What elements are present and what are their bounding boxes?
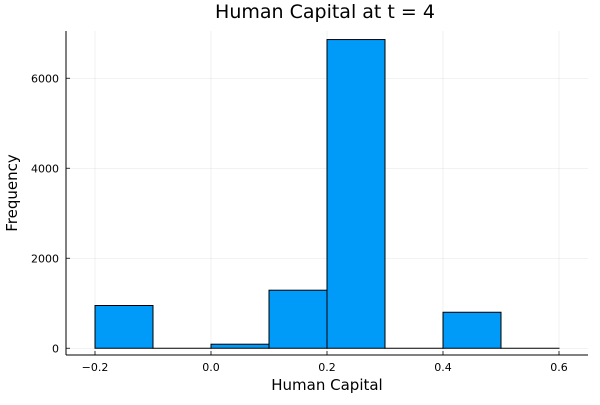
histogram-bar <box>269 290 327 348</box>
y-tick-label: 2000 <box>31 252 59 265</box>
histogram-bar <box>95 306 153 349</box>
histogram-bar <box>443 312 501 348</box>
x-axis-label: Human Capital <box>271 376 382 394</box>
x-tick-label: 0.6 <box>550 361 568 374</box>
chart-title: Human Capital at t = 4 <box>215 1 435 23</box>
y-tick-label: 4000 <box>31 162 59 175</box>
x-tick-label: −0.2 <box>82 361 109 374</box>
x-tick-label: 0.2 <box>318 361 336 374</box>
y-tick-label: 6000 <box>31 72 59 85</box>
histogram-bar <box>211 344 269 348</box>
y-tick-label: 0 <box>52 342 59 355</box>
x-tick-label: 0.4 <box>434 361 452 374</box>
histogram-bars <box>95 40 559 349</box>
y-axis-label: Frequency <box>3 154 21 232</box>
histogram-bar <box>327 40 385 349</box>
x-tick-label: 0.0 <box>202 361 220 374</box>
